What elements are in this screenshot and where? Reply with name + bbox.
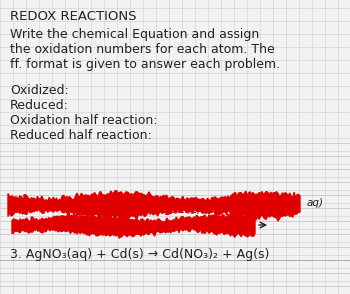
Text: Write the chemical Equation and assign: Write the chemical Equation and assign (10, 28, 259, 41)
Polygon shape (12, 213, 255, 238)
Text: Reduced half reaction:: Reduced half reaction: (10, 129, 152, 142)
Text: Oxidation half reaction:: Oxidation half reaction: (10, 114, 158, 127)
Text: aq): aq) (307, 198, 324, 208)
Text: Oxidized:: Oxidized: (10, 84, 69, 97)
Polygon shape (8, 191, 300, 221)
Text: REDOX REACTIONS: REDOX REACTIONS (10, 10, 136, 23)
Text: the oxidation numbers for each atom. The: the oxidation numbers for each atom. The (10, 43, 275, 56)
Text: Reduced:: Reduced: (10, 99, 69, 112)
Text: Myolize(s): Myolize(s) (159, 206, 201, 215)
Text: ff. format is given to answer each problem.: ff. format is given to answer each probl… (10, 58, 280, 71)
Text: 3. AgNO₃(aq) + Cd(s) → Cd(NO₃)₂ + Ag(s): 3. AgNO₃(aq) + Cd(s) → Cd(NO₃)₂ + Ag(s) (10, 248, 270, 261)
